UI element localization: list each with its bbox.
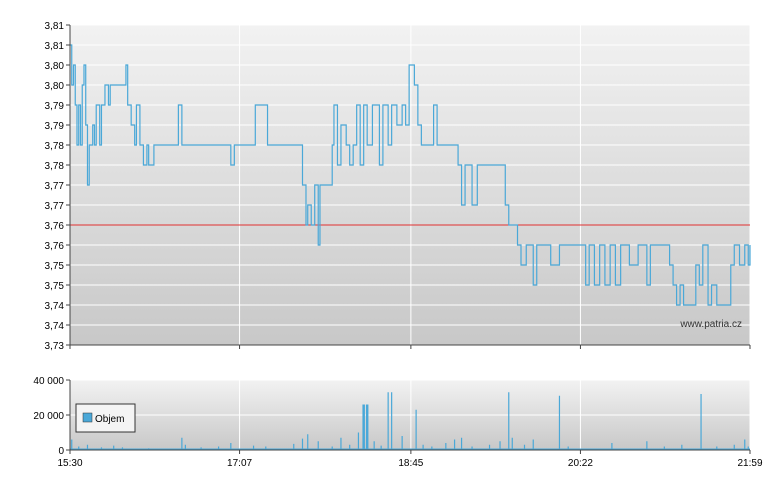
x-tick-label: 18:45 — [398, 458, 423, 469]
volume-bar — [663, 446, 665, 450]
price-y-tick-label: 3,79 — [45, 121, 65, 132]
volume-bar — [252, 445, 255, 450]
volume-bar — [307, 434, 309, 450]
price-y-tick-label: 3,80 — [45, 61, 65, 72]
volume-bar — [611, 443, 613, 450]
volume-bar — [340, 437, 342, 450]
volume-bar — [716, 446, 718, 450]
volume-legend: Objem — [75, 403, 136, 433]
volume-y-tick-label: 0 — [58, 446, 64, 457]
price-y-tick-label: 3,78 — [45, 161, 65, 172]
price-y-ticks: 3,81 3,81 3,80 3,80 3,79 3,79 3,78 3,78 3,77 3,77… — [45, 21, 71, 352]
price-y-tick-label: 3,79 — [45, 101, 65, 112]
volume-bar — [744, 439, 746, 450]
price-y-tick-label: 3,74 — [45, 321, 65, 332]
price-y-tick-label: 3,74 — [45, 301, 65, 312]
volume-bar — [317, 441, 319, 450]
x-tick-label: 15:30 — [57, 458, 82, 469]
volume-y-tick-label: 40 000 — [33, 376, 64, 387]
volume-bar — [362, 404, 365, 450]
volume-bar — [681, 444, 683, 450]
volume-bar — [230, 443, 232, 450]
price-y-tick-label: 3,77 — [45, 201, 65, 212]
volume-bar — [488, 444, 491, 450]
volume-bar — [558, 395, 561, 450]
price-y-tick-label: 3,81 — [45, 41, 65, 52]
volume-bar — [471, 446, 473, 450]
price-y-tick-label: 3,77 — [45, 181, 65, 192]
volume-bar — [86, 444, 89, 450]
volume-bar — [113, 445, 115, 450]
price-line — [70, 44, 751, 306]
volume-bar — [387, 392, 389, 450]
volume-bar — [646, 441, 648, 450]
volume-bar — [78, 446, 80, 450]
volume-bar — [567, 446, 569, 450]
volume-bar — [349, 444, 351, 450]
x-tick-label: 21:59 — [737, 458, 762, 469]
price-y-tick-label: 3,81 — [45, 21, 65, 32]
volume-bar — [747, 446, 749, 450]
volume-bar — [431, 446, 433, 450]
price-y-tick-label: 3,76 — [45, 241, 65, 252]
volume-bar — [181, 437, 183, 450]
volume-bar — [511, 437, 513, 450]
volume-y-tick-label: 20 000 — [33, 411, 64, 422]
volume-bar — [453, 439, 456, 450]
volume-bar — [71, 439, 73, 450]
price-x-ticks — [69, 345, 751, 349]
volume-bar — [445, 443, 447, 450]
volume-bar — [331, 446, 333, 450]
legend-swatch — [82, 412, 93, 423]
volume-bar — [460, 437, 463, 450]
volume-y-ticks: 40 000 20 000 0 — [33, 376, 71, 457]
volume-bar — [415, 409, 417, 450]
volume-bar — [391, 392, 393, 450]
volume-bar — [365, 404, 369, 450]
x-tick-label: 17:07 — [227, 458, 252, 469]
volume-bar — [700, 394, 702, 450]
volume-bar — [523, 444, 526, 450]
volume-bar — [265, 446, 267, 450]
watermark: www.patria.cz — [679, 319, 742, 330]
volume-baseline — [70, 448, 750, 450]
volume-bar — [499, 441, 501, 450]
price-y-tick-label: 3,75 — [45, 281, 65, 292]
x-tick-label: 20:22 — [568, 458, 593, 469]
volume-bar — [301, 438, 304, 450]
volume-bar — [380, 445, 382, 450]
price-y-tick-label: 3,78 — [45, 141, 65, 152]
volume-bar — [293, 443, 295, 450]
price-y-tick-label: 3,76 — [45, 221, 65, 232]
price-y-tick-label: 3,75 — [45, 261, 65, 272]
price-y-tick-label: 3,73 — [45, 341, 65, 352]
volume-bar — [401, 436, 403, 450]
volume-bar — [373, 441, 375, 450]
volume-x-ticks: 15:30 17:07 18:45 20:22 21:59 — [57, 450, 763, 469]
volume-bar — [217, 446, 220, 450]
volume-bar — [357, 432, 360, 450]
volume-bars — [70, 392, 750, 450]
legend-label: Objem — [95, 414, 124, 425]
volume-bar — [532, 439, 534, 450]
price-y-tick-label: 3,80 — [45, 81, 65, 92]
volume-bar — [508, 392, 510, 450]
volume-bar — [733, 444, 735, 450]
volume-bar — [184, 444, 186, 450]
volume-bar — [422, 444, 424, 450]
